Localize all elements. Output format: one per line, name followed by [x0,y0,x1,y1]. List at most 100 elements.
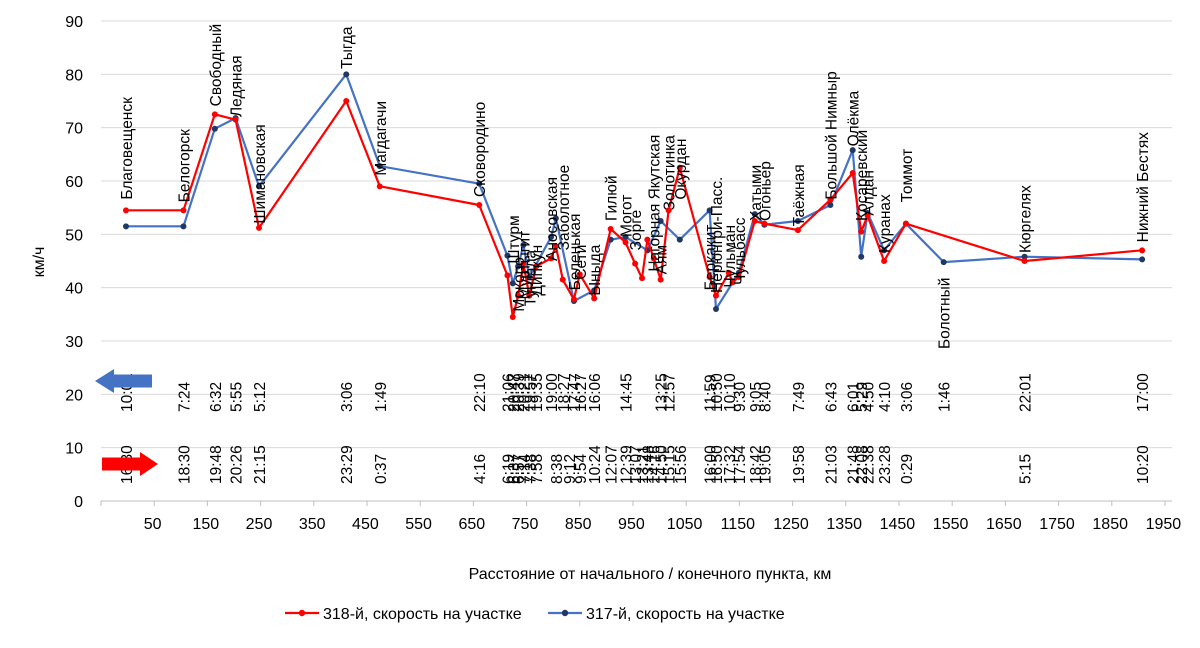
series-317-point [622,234,629,240]
series-318-point [526,292,533,299]
station-label: Мокоро [511,257,528,312]
station-label: Кюргелях [1018,185,1035,253]
time-317-label: 16:27 [573,373,590,412]
series-318-point [632,260,639,267]
time-318-label: 18:30 [176,445,193,484]
station-label: Косаревский [854,130,871,221]
time-318-label: 19:58 [791,445,808,484]
series-318-point [676,164,683,171]
x-tick-label: 1550 [933,516,969,533]
station-label: Свободный [208,24,225,106]
series-318-point [552,243,559,250]
time-317-label: 5:55 [229,382,246,412]
time-318-label: 7:14 [516,453,533,484]
legend: 318-й, скорость на участке 317-й, скорос… [285,606,785,623]
time-317-label: 20:21 [516,373,533,412]
series-318-point [902,220,909,227]
station-label: Нижний Бестях [1135,132,1152,242]
y-tick-label: 20 [65,387,83,404]
station-label: Чульбасс [732,217,749,285]
x-tick-label: 50 [144,516,162,533]
series-317-point [1139,256,1146,263]
series-317-point [376,163,383,170]
series-318-point [706,274,713,280]
series-317-point [123,223,129,230]
series-317-point [858,253,865,260]
station-label: Дипкун [529,245,546,296]
time-317-label: 7:24 [176,381,193,412]
time-317-label: 6:32 [208,382,225,412]
series-318-point [607,226,614,232]
station-label: Магдагачи [373,101,390,176]
time-318-label: 10:24 [587,445,604,484]
station-label: Шимановская [252,124,269,223]
station-label: Муртыгит [516,231,533,300]
series-317-point [940,259,947,266]
y-tick-label: 80 [65,67,83,84]
x-tick-label: 950 [618,516,645,533]
time-317-label: 6:01 [846,382,863,412]
series-317-point [515,263,522,270]
direction-317-arrow-icon [95,369,152,393]
x-tick-label: 350 [299,516,326,533]
series-318-point [123,207,129,214]
time-318-label: 21:03 [823,445,840,484]
time-318-label: 6:19 [500,454,517,484]
time-317-label: 19:00 [544,373,561,412]
time-317-label: 16:06 [587,373,604,412]
time-318-label: 7:38 [522,454,539,484]
station-label: Гилюй [604,175,621,221]
station-label: Тыгда [339,26,356,69]
station-label: Огоньер [757,161,774,221]
series-317-point [706,207,713,214]
time-318-label: 23:29 [339,445,356,484]
series-318-point [256,224,262,231]
time-317-label: 7:49 [791,382,808,412]
time-318-label: 10:20 [1135,445,1152,484]
x-tick-label: 1450 [880,516,916,533]
series-318-point [180,207,187,214]
x-tick-label: 1650 [986,516,1022,533]
legend-317-marker [561,609,569,617]
series-317-point [211,125,218,132]
series-317-point [657,218,664,224]
station-label: Аносовская [544,177,561,261]
time-317-label: 1:46 [937,382,954,412]
series-318-point [591,295,598,302]
time-317-label: 10:50 [709,373,726,412]
y-axis-title: км/ч [31,247,48,278]
time-318-label: 20:26 [229,445,246,484]
time-318-label: 13:48 [640,445,657,484]
station-label: Хатыми [748,165,765,221]
legend-317-label: 317-й, скорость на участке [586,606,785,623]
time-318-label: 19:05 [757,445,774,484]
time-318-label: 5:15 [1018,454,1035,484]
time-318-label: 22:08 [854,445,871,484]
series-318-point [729,279,736,286]
series-317-point [881,247,888,254]
x-tick-label: 650 [458,516,485,533]
time-318-label: 8:38 [549,454,566,484]
series-317-point [552,215,559,222]
station-label: Зорге [628,210,645,251]
time-318-label: 0:29 [899,454,916,484]
time-318-label: 9:54 [573,453,590,484]
time-318-label: 9:12 [562,454,579,484]
station-label: Штурм [506,215,523,263]
station-label: Окурдан [673,139,690,200]
station-label: Нагорная Якутская [647,135,664,272]
direction-318-arrow-icon [102,452,158,476]
series-318-point [509,314,516,320]
series-318-point [376,183,383,190]
station-labels: Благовещенск Белогорск Свободный Ледяная Шим… [119,24,1152,349]
y-tick-label: 30 [65,334,83,351]
time-318-label: 12:07 [604,445,621,484]
series-318-point [533,263,540,270]
x-tick-label: 1250 [773,516,809,533]
series-317-point [256,183,262,190]
y-tick-label: 10 [65,441,83,458]
time-317-label: 20:39 [511,373,528,412]
time-317-label: 5:12 [252,382,269,412]
x-tick-label: 1750 [1039,516,1075,533]
x-tick-label: 550 [405,516,432,533]
